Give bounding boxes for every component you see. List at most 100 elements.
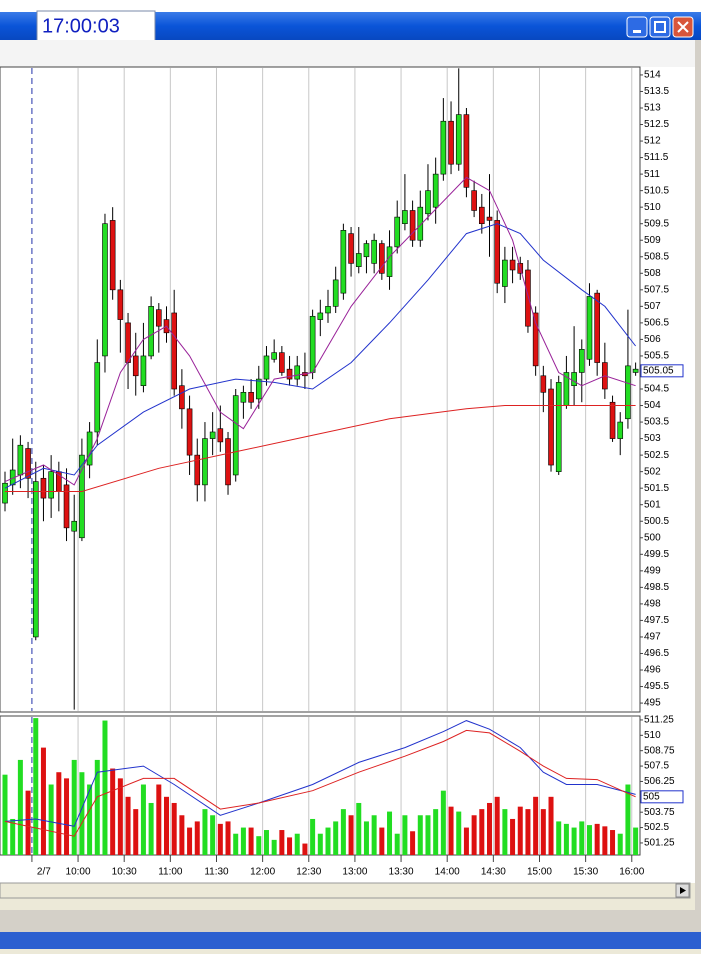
y-tick-label: 495.5 [644, 681, 669, 692]
y-tick-label: 502 [644, 466, 661, 477]
volume-bar [610, 830, 616, 855]
y-tick-label: 502.5 [644, 450, 669, 461]
candle-body [194, 454, 201, 486]
y-tick-label: 509.5 [644, 218, 669, 229]
y-tick-label: 497 [644, 632, 661, 643]
volume-bar [517, 806, 523, 855]
candle-body [140, 355, 147, 386]
volume-bar [217, 823, 223, 855]
y-tick-label: 503.75 [644, 807, 675, 818]
candle-body [309, 315, 316, 373]
candle-body [94, 362, 101, 433]
candle-body [271, 352, 277, 360]
volume-bar [294, 833, 300, 855]
candle-body [355, 253, 362, 267]
volume-bar [371, 815, 377, 855]
y-tick-label: 500 [644, 532, 661, 543]
volume-bar [87, 784, 93, 855]
volume-bar [456, 811, 462, 855]
volume-bar [17, 759, 23, 855]
volume-bar [317, 833, 323, 855]
y-tick-label: 503 [644, 433, 661, 444]
volume-bar [602, 826, 608, 855]
candle-body [502, 259, 508, 287]
volume-bar [140, 784, 146, 855]
candle-body [255, 378, 262, 400]
toolbar-area [0, 40, 695, 67]
candle-body [148, 306, 154, 357]
y-tick-label: 497.5 [644, 615, 669, 626]
y-tick-label: 508.5 [644, 251, 669, 262]
x-tick-label: 13:00 [342, 867, 367, 878]
candle-body [394, 216, 401, 248]
indicator-line [4, 729, 636, 837]
scroll-arrow-icon [680, 887, 686, 894]
candle-body [594, 292, 600, 363]
volume-bar [171, 802, 177, 855]
candle-body [156, 309, 162, 327]
right-frame [695, 40, 701, 910]
y-tick-label: 495 [644, 698, 661, 709]
indicator-line [4, 720, 636, 827]
volume-bar [540, 809, 546, 855]
minimize-icon [633, 30, 641, 33]
volume-bar [240, 827, 246, 855]
y-tick-label: 496.5 [644, 648, 669, 659]
y-tick-label: 511.25 [644, 715, 674, 726]
volume-bar [471, 815, 477, 855]
candle-body [317, 312, 324, 320]
candle-body [232, 395, 239, 476]
candle-body [202, 438, 208, 486]
volume-bar [302, 843, 308, 855]
candle-body [455, 114, 462, 165]
volume-bar [387, 811, 393, 855]
candle-body [348, 233, 354, 264]
y-tick-label: 509 [644, 235, 661, 246]
indicator-line [5, 405, 636, 492]
candle-body [625, 365, 631, 420]
candle-body [263, 355, 270, 380]
candle-body [125, 322, 131, 363]
candle-body [402, 210, 408, 225]
volume-bar [525, 809, 531, 855]
candle-body [425, 190, 431, 215]
volume-bar [25, 790, 31, 855]
volume-bar [263, 830, 269, 855]
volume-bar [102, 720, 108, 855]
y-tick-label: 514 [644, 70, 661, 81]
x-tick-label: 15:30 [573, 867, 598, 878]
y-tick-label: 501 [644, 499, 661, 510]
volume-bar [64, 778, 70, 855]
last-value-label: 505 [643, 791, 660, 802]
volume-bar [2, 774, 8, 855]
candle-body [479, 206, 485, 225]
volume-bar [548, 796, 554, 855]
volume-bar [325, 827, 331, 855]
candle-body [179, 385, 185, 410]
y-tick-label: 510.5 [644, 185, 669, 196]
candle-body [286, 368, 293, 380]
candle-body [578, 349, 585, 373]
volume-bar [463, 827, 469, 855]
y-tick-label: 511 [644, 169, 660, 180]
volume-bar [117, 778, 123, 855]
x-tick-label: 15:00 [527, 867, 552, 878]
y-tick-label: 504 [644, 400, 661, 411]
minimize-button[interactable] [626, 16, 648, 38]
candle-body [509, 259, 516, 271]
candle-body [32, 481, 39, 638]
candle-body [494, 220, 500, 284]
candle-body [248, 392, 254, 403]
y-tick-label: 501.25 [644, 838, 675, 849]
y-tick-label: 511.5 [644, 152, 669, 163]
candle-body [525, 269, 531, 327]
maximize-button[interactable] [649, 16, 671, 38]
candle-body [279, 352, 285, 373]
x-tick-label: 2/7 [37, 867, 51, 878]
scrollbar[interactable] [0, 882, 691, 899]
candle-body [586, 296, 593, 360]
candle-body [471, 190, 477, 211]
candle-body [71, 520, 78, 532]
x-tick-label: 12:30 [296, 867, 321, 878]
candle-body [386, 246, 393, 277]
